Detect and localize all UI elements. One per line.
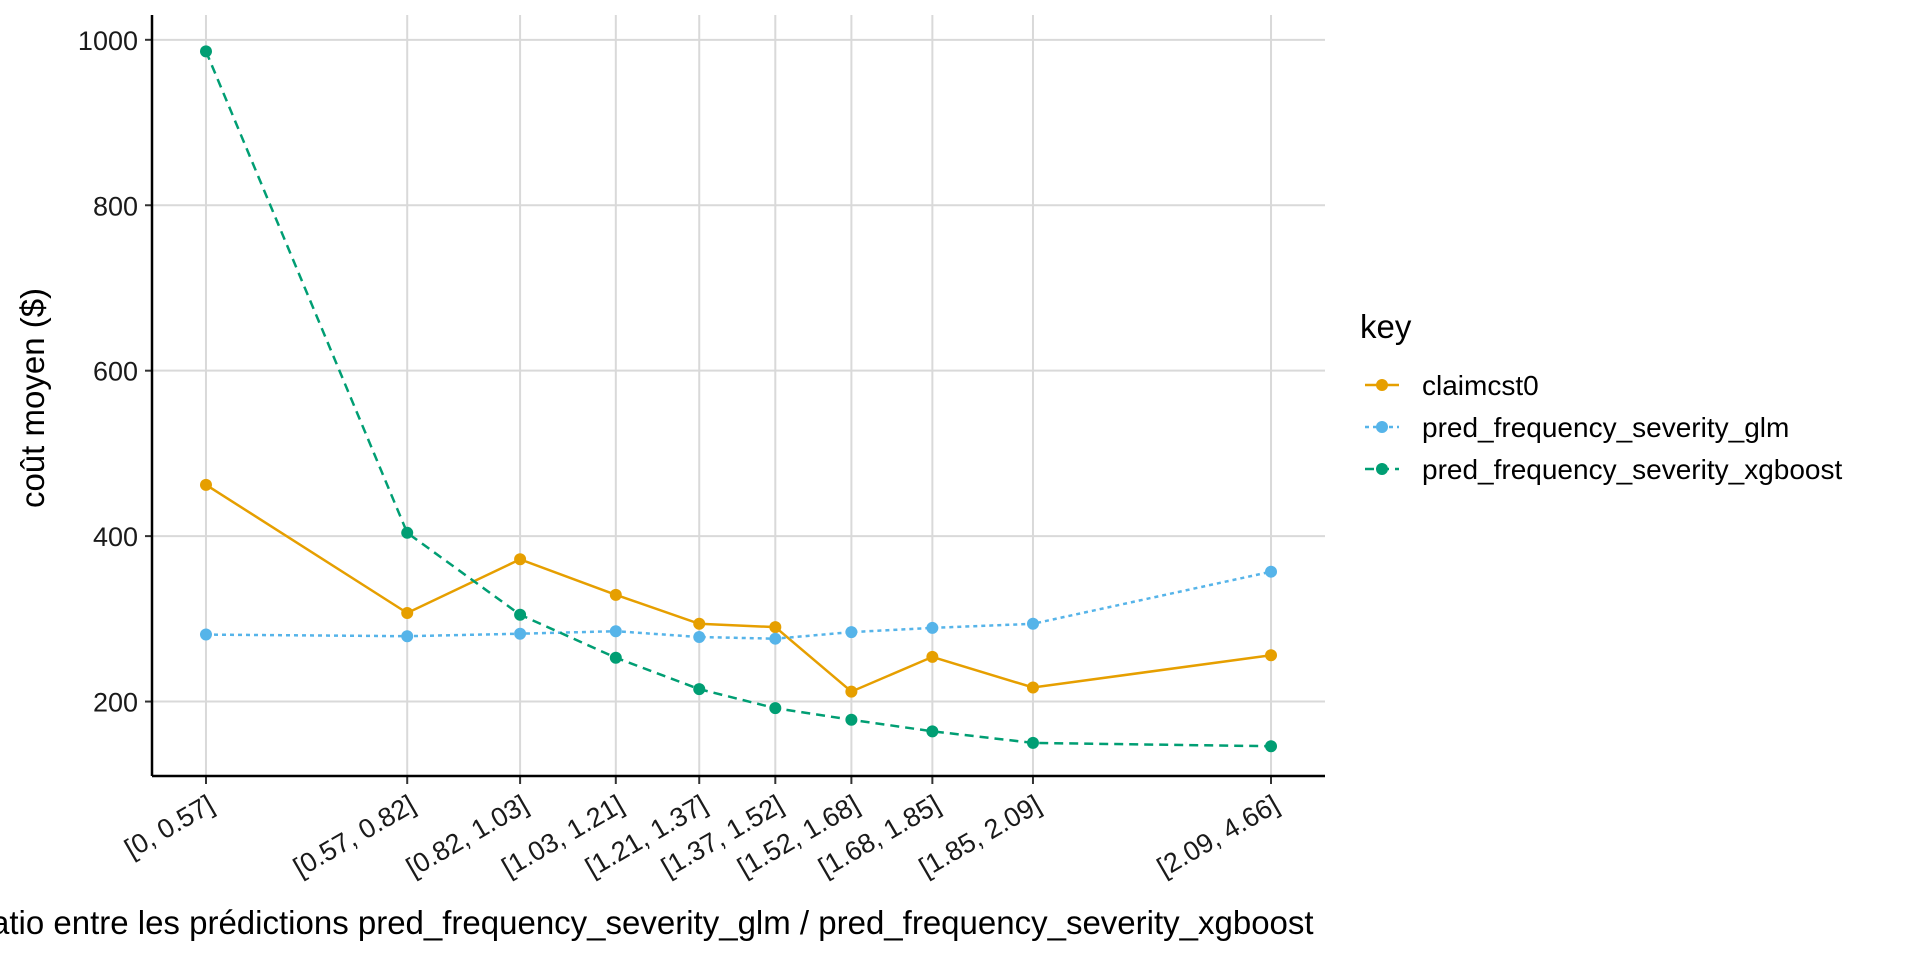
- data-point: [845, 713, 858, 726]
- data-point: [514, 608, 527, 621]
- data-point: [769, 702, 782, 715]
- data-point: [769, 632, 782, 645]
- data-point: [845, 626, 858, 639]
- x-tick-label: [0, 0.57]: [119, 789, 219, 864]
- series-line: [205, 570, 1272, 640]
- data-point: [199, 478, 212, 491]
- legend-key-point: [1376, 379, 1388, 391]
- data-point: [1265, 740, 1278, 753]
- series-pred_frequency_severity_xgboost: [199, 45, 1278, 753]
- x-axis-title: ratio entre les prédictions pred_frequen…: [0, 904, 1314, 941]
- data-point: [1265, 565, 1278, 578]
- data-point: [609, 625, 622, 638]
- legend: key claimcst0 pred_frequency_severity_glm…: [1360, 308, 1842, 485]
- x-tick-label: [0.57, 0.82]: [288, 789, 420, 883]
- data-point: [199, 45, 212, 58]
- data-point: [514, 627, 527, 640]
- data-point: [769, 621, 782, 634]
- y-tick-label: 200: [93, 688, 138, 718]
- data-point: [609, 588, 622, 601]
- data-point: [693, 631, 706, 644]
- series-pred_frequency_severity_glm: [199, 565, 1278, 645]
- data-point: [845, 685, 858, 698]
- data-point: [1265, 649, 1278, 662]
- data-point: [401, 630, 414, 643]
- legend-label: pred_frequency_severity_xgboost: [1422, 454, 1842, 485]
- y-tick-label: 600: [93, 357, 138, 387]
- legend-key-point: [1376, 421, 1388, 433]
- legend-title: key: [1360, 308, 1412, 345]
- data-point: [609, 651, 622, 664]
- series-claimcst0: [199, 478, 1278, 698]
- data-point: [401, 607, 414, 620]
- data-point: [693, 683, 706, 696]
- legend-label: claimcst0: [1422, 370, 1539, 401]
- x-tick-label: [2.09, 4.66]: [1152, 789, 1284, 883]
- data-point: [1026, 681, 1039, 694]
- data-point: [926, 650, 939, 663]
- data-point: [1026, 617, 1039, 630]
- data-point: [926, 725, 939, 738]
- data-point: [199, 628, 212, 641]
- series-line: [205, 483, 1272, 694]
- y-axis-title: coût moyen ($): [14, 288, 51, 508]
- data-point: [1026, 736, 1039, 749]
- legend-label: pred_frequency_severity_glm: [1422, 412, 1789, 443]
- data-point: [514, 553, 527, 566]
- series-line: [204, 50, 1272, 748]
- y-tick-label: 800: [93, 191, 138, 221]
- y-tick-label: 1000: [78, 26, 138, 56]
- grid-lines: [152, 15, 1325, 776]
- axes: [145, 15, 1325, 784]
- series-group: [199, 45, 1278, 753]
- data-point: [693, 617, 706, 630]
- legend-key-point: [1376, 463, 1388, 475]
- data-point: [401, 526, 414, 539]
- y-tick-label: 400: [93, 522, 138, 552]
- data-point: [926, 621, 939, 634]
